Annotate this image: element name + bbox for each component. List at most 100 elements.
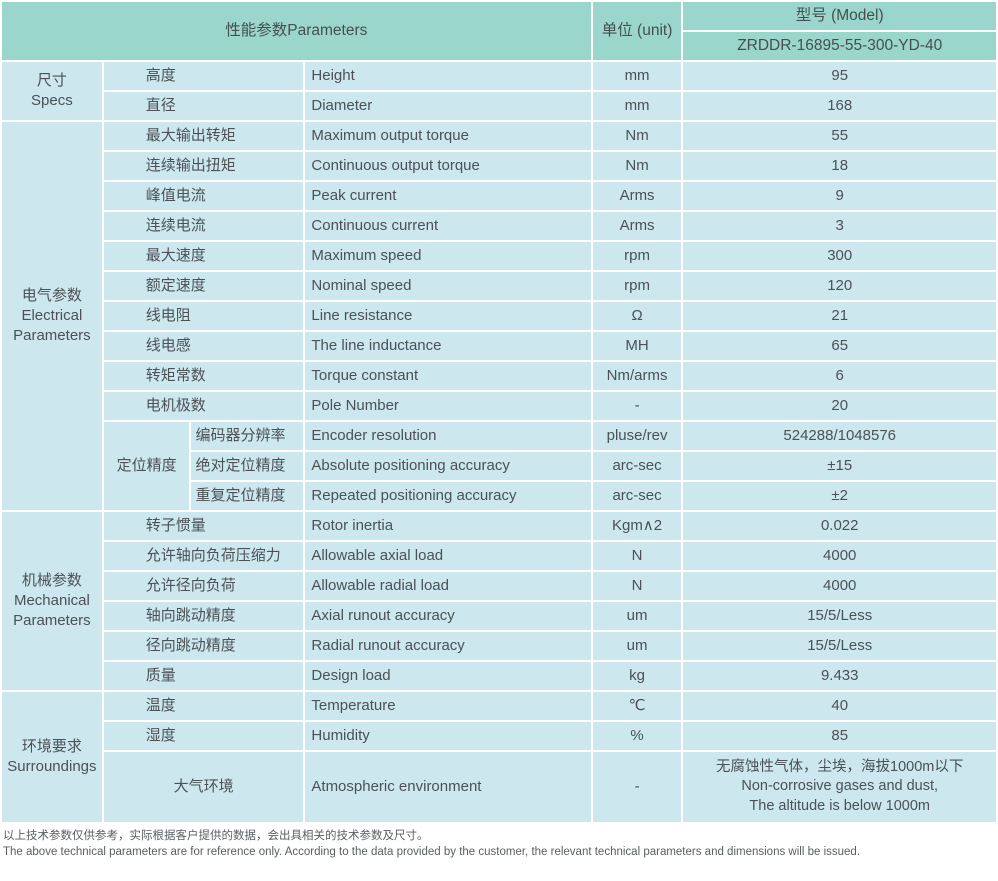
param-unit-cell: N xyxy=(592,542,682,570)
param-cn-cell: 绝对定位精度 xyxy=(191,452,304,480)
header-model: 型号 (Model) xyxy=(683,2,996,30)
param-en-cell: Allowable axial load xyxy=(305,542,591,570)
param-value-cell: 21 xyxy=(683,302,996,330)
param-value-cell: 9.433 xyxy=(683,662,996,690)
section-label-cell: 电气参数 Electrical Parameters xyxy=(2,122,102,510)
param-cn-cell: 湿度 xyxy=(103,722,304,750)
param-value-cell: 18 xyxy=(683,152,996,180)
param-en-cell: Line resistance xyxy=(305,302,591,330)
param-unit-cell: rpm xyxy=(592,272,682,300)
param-value-cell: 65 xyxy=(683,332,996,360)
param-en-cell: Peak current xyxy=(305,182,591,210)
param-value-cell: 20 xyxy=(683,392,996,420)
param-cn-cell: 质量 xyxy=(103,662,304,690)
param-unit-cell: mm xyxy=(592,92,682,120)
param-unit-cell: um xyxy=(592,632,682,660)
param-unit-cell: Kgm∧2 xyxy=(592,512,682,540)
param-en-cell: Nominal speed xyxy=(305,272,591,300)
param-unit-cell: % xyxy=(592,722,682,750)
param-en-cell: Height xyxy=(305,62,591,90)
param-value-cell: 9 xyxy=(683,182,996,210)
param-value-cell: 95 xyxy=(683,62,996,90)
param-value-cell: 524288/1048576 xyxy=(683,422,996,450)
param-en-cell: Repeated positioning accuracy xyxy=(305,482,591,510)
param-value-cell: 300 xyxy=(683,242,996,270)
param-unit-cell: Ω xyxy=(592,302,682,330)
footnotes: 以上技术参数仅供参考，实际根据客户提供的数据，会出具相关的技术参数及尺寸。 Th… xyxy=(0,829,998,860)
param-value-cell: 4000 xyxy=(683,572,996,600)
param-unit-cell: MH xyxy=(592,332,682,360)
footnote-en: The above technical parameters are for r… xyxy=(3,845,861,858)
spec-sheet: 性能参数Parameters 单位 (unit) 型号 (Model) ZRDD… xyxy=(0,0,998,860)
header-unit: 单位 (unit) xyxy=(592,2,682,60)
param-value-cell: 85 xyxy=(683,722,996,750)
param-unit-cell: Nm xyxy=(592,152,682,180)
section-label-cell: 环境要求 Surroundings xyxy=(2,692,102,822)
param-en-cell: Continuous current xyxy=(305,212,591,240)
param-unit-cell: kg xyxy=(592,662,682,690)
param-en-cell: Temperature xyxy=(305,692,591,720)
param-unit-cell: - xyxy=(592,392,682,420)
param-en-cell: Absolute positioning accuracy xyxy=(305,452,591,480)
spec-table-body: 尺寸 Specs 高度 Height mm 95 直径 Diameter mm 168 电气参数 El… xyxy=(2,62,996,822)
param-value-cell: ±2 xyxy=(683,482,996,510)
param-cn-cell: 线电感 xyxy=(103,332,304,360)
param-cn-cell: 温度 xyxy=(103,692,304,720)
param-en-cell: Continuous output torque xyxy=(305,152,591,180)
param-cn-cell: 连续输出扭矩 xyxy=(103,152,304,180)
param-value-cell: 15/5/Less xyxy=(683,602,996,630)
param-cn-cell: 允许径向负荷 xyxy=(103,572,304,600)
param-cn-cell: 允许轴向负荷压缩力 xyxy=(103,542,304,570)
param-en-cell: Maximum output torque xyxy=(305,122,591,150)
spec-table: 性能参数Parameters 单位 (unit) 型号 (Model) ZRDD… xyxy=(0,0,998,824)
param-cn-cell: 额定速度 xyxy=(103,272,304,300)
section-label-cell: 机械参数 Mechanical Parameters xyxy=(2,512,102,690)
param-cn-cell: 峰值电流 xyxy=(103,182,304,210)
param-unit-cell: Nm xyxy=(592,122,682,150)
param-unit-cell: - xyxy=(592,752,682,822)
param-en-cell: Diameter xyxy=(305,92,591,120)
param-cn-cell: 最大输出转矩 xyxy=(103,122,304,150)
param-unit-cell: mm xyxy=(592,62,682,90)
param-cn-cell: 连续电流 xyxy=(103,212,304,240)
param-value-cell: 3 xyxy=(683,212,996,240)
param-en-cell: Rotor inertia xyxy=(305,512,591,540)
param-en-cell: Torque constant xyxy=(305,362,591,390)
param-unit-cell: N xyxy=(592,572,682,600)
param-value-cell: 55 xyxy=(683,122,996,150)
param-en-cell: Pole Number xyxy=(305,392,591,420)
param-value-cell: 168 xyxy=(683,92,996,120)
param-en-cell: Atmospheric environment xyxy=(305,752,591,822)
param-unit-cell: Arms xyxy=(592,182,682,210)
param-value-cell: 6 xyxy=(683,362,996,390)
param-value-cell: 0.022 xyxy=(683,512,996,540)
param-value-cell: 120 xyxy=(683,272,996,300)
param-cn-cell: 大气环境 xyxy=(103,752,304,822)
param-cn-cell: 轴向跳动精度 xyxy=(103,602,304,630)
param-unit-cell: rpm xyxy=(592,242,682,270)
param-unit-cell: ℃ xyxy=(592,692,682,720)
header-model-value: ZRDDR-16895-55-300-YD-40 xyxy=(683,32,996,60)
param-en-cell: Allowable radial load xyxy=(305,572,591,600)
param-cn-cell: 编码器分辨率 xyxy=(191,422,304,450)
param-group-cell: 定位精度 xyxy=(103,422,190,510)
param-unit-cell: pluse/rev xyxy=(592,422,682,450)
param-unit-cell: Arms xyxy=(592,212,682,240)
section-label-cell: 尺寸 Specs xyxy=(2,62,102,120)
param-cn-cell: 最大速度 xyxy=(103,242,304,270)
param-en-cell: The line inductance xyxy=(305,332,591,360)
header-parameters: 性能参数Parameters xyxy=(2,2,591,60)
param-unit-cell: Nm/arms xyxy=(592,362,682,390)
param-en-cell: Maximum speed xyxy=(305,242,591,270)
param-en-cell: Radial runout accuracy xyxy=(305,632,591,660)
param-en-cell: Axial runout accuracy xyxy=(305,602,591,630)
param-cn-cell: 电机极数 xyxy=(103,392,304,420)
param-value-cell: 40 xyxy=(683,692,996,720)
param-cn-cell: 高度 xyxy=(103,62,304,90)
param-cn-cell: 直径 xyxy=(103,92,304,120)
param-cn-cell: 转子惯量 xyxy=(103,512,304,540)
param-value-cell: 4000 xyxy=(683,542,996,570)
param-en-cell: Encoder resolution xyxy=(305,422,591,450)
param-value-cell: ±15 xyxy=(683,452,996,480)
param-unit-cell: arc-sec xyxy=(592,482,682,510)
